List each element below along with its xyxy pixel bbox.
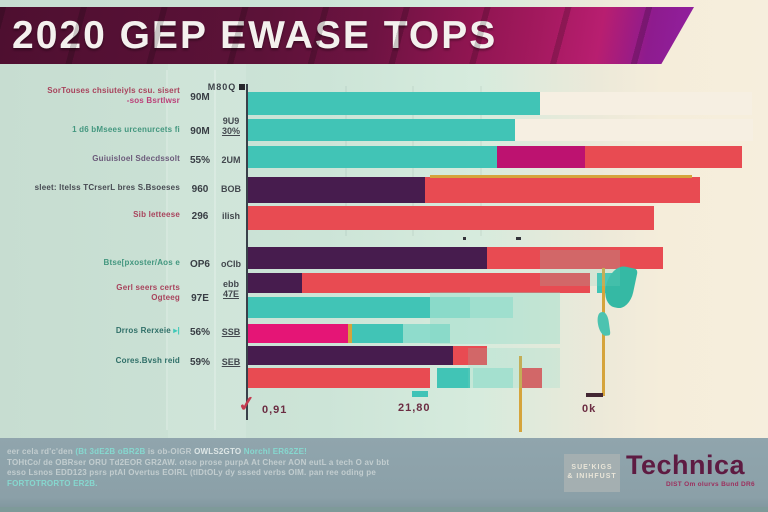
bar-segment — [248, 146, 497, 168]
row-label: Sib letteese — [133, 210, 180, 219]
row-label: Btse[pxoster/Aos e — [103, 258, 180, 267]
value-column-band — [168, 64, 246, 438]
row-value-1: 90M — [190, 92, 210, 103]
row-value-2: ilish — [221, 211, 240, 221]
table-row: 1 d6 bMsees urcenurcets fi 90M 9U9 30% — [0, 116, 246, 147]
bar-segment — [351, 324, 404, 343]
row-label: sleet: ltelss TCrserL bres S.Bsoeses — [34, 183, 180, 192]
teal-tick-mark — [412, 391, 428, 397]
technica-logo: Technica — [626, 450, 746, 480]
bar-segment — [520, 368, 542, 388]
row-value-2: SEB — [221, 357, 241, 367]
row-value-2: oCIb — [221, 259, 241, 269]
footer: eer cela rd'c'den (Bt 3dE2B oBR2B is ob-… — [0, 438, 768, 512]
table-row: Sib letteese 296 ilish — [0, 210, 246, 232]
abstract-fragment — [430, 292, 560, 344]
tick-glyph: ▸| — [173, 326, 180, 335]
row-value-2: BOB — [221, 184, 241, 194]
column-divider — [214, 70, 216, 430]
bar-segment — [515, 119, 754, 141]
x-tick-label: 21,80 — [398, 402, 431, 414]
footnote-text: eer cela rd'c'den (Bt 3dE2B oBR2B is ob-… — [7, 447, 390, 488]
bar-segment — [437, 368, 470, 388]
bar-segment — [248, 273, 303, 293]
y-axis-line — [246, 84, 248, 420]
row-label: Cores.Bvsh reid — [115, 356, 180, 365]
bar-segment — [403, 324, 451, 343]
bar-segment — [470, 297, 514, 318]
row-value-1: 960 — [191, 184, 209, 195]
bar-segment — [585, 146, 743, 168]
banner-facets — [0, 7, 694, 64]
bar-segment — [424, 177, 700, 203]
bar-segment — [302, 273, 591, 293]
logo-tagline: DIST Om olurvs Bund DR6 — [666, 481, 755, 488]
bottom-edge-strip — [0, 507, 768, 512]
dot-mark — [516, 237, 521, 240]
row-value-1: OP6 — [189, 259, 210, 270]
row-label: Gerl seers certs Ogteeg — [116, 283, 180, 302]
bar-segment — [540, 92, 752, 115]
axis-origin-mark — [239, 84, 245, 90]
row-value-1: 55% — [189, 155, 210, 166]
row-label: Drros Rerxeie ▸| — [115, 326, 180, 335]
table-row: Btse[pxoster/Aos e OP6 oCIb — [0, 258, 246, 280]
row-value-2: SSB — [221, 327, 241, 337]
page-title: 2020 GEP EWASE TOPS — [0, 7, 694, 64]
bar-segment — [248, 206, 655, 230]
bar-segment — [248, 92, 541, 115]
bar-segment — [472, 368, 513, 388]
publisher-badge: SUE'KIGS & INIHFUST — [564, 454, 620, 492]
table-row: Drros Rerxeie ▸| 56% SSB — [0, 326, 246, 348]
table-row: sleet: ltelss TCrserL bres S.Bsoeses 960… — [0, 183, 246, 205]
ochre-accent-line — [430, 175, 692, 178]
table-row: Cores.Bvsh reid 59% SEB — [0, 356, 246, 378]
row-value-1: 59% — [189, 357, 210, 368]
table-row: SorTouses chsiuteiyls csu. sisert -sos Bs… — [0, 86, 246, 108]
table-row: Gerl seers certs Ogteeg 97E ebb 47E — [0, 279, 246, 305]
row-value-2: 9U9 30% — [221, 116, 240, 136]
bar-segment — [248, 346, 453, 365]
bar-segment — [452, 346, 487, 365]
bar-segment — [248, 119, 516, 141]
checkmark-icon: ✓ — [236, 392, 257, 417]
abstract-fragment — [540, 250, 620, 286]
bar-segment — [248, 368, 430, 388]
bar-segment — [248, 297, 430, 318]
row-value-1: 296 — [191, 211, 209, 222]
bar-segment — [496, 146, 586, 168]
row-value-2: 2UM — [221, 155, 241, 165]
bar-segment — [430, 297, 471, 318]
row-label: Guiuisloel Sdecdssolt — [92, 154, 180, 163]
column-header: M80Q — [207, 82, 237, 92]
column-divider — [166, 70, 168, 430]
bar-segment — [248, 247, 487, 269]
dot-mark — [463, 237, 466, 240]
title-banner: 2020 GEP EWASE TOPS — [0, 7, 694, 64]
x-tick-label: 0k — [582, 403, 597, 415]
bar-segment — [248, 324, 348, 343]
row-value-1: 90M — [190, 126, 210, 137]
x-tick-label: 0,91 — [262, 404, 288, 416]
row-label: 1 d6 bMsees urcenurcets fi — [72, 125, 180, 134]
abstract-fragment — [468, 348, 560, 388]
row-value-2: ebb 47E — [222, 279, 239, 299]
row-label: SorTouses chsiuteiyls csu. sisert -sos Bs… — [47, 86, 180, 105]
ochre-vertical-line — [519, 356, 522, 432]
table-row: Guiuisloel Sdecdssolt 55% 2UM — [0, 154, 246, 176]
bar-segment — [486, 247, 663, 269]
row-value-1: 56% — [189, 327, 210, 338]
line-end-cap — [586, 393, 603, 397]
bar-segment — [347, 324, 352, 343]
leaf-shape — [596, 311, 611, 337]
bar-segment — [248, 177, 425, 203]
row-value-1: 97E — [191, 293, 209, 304]
